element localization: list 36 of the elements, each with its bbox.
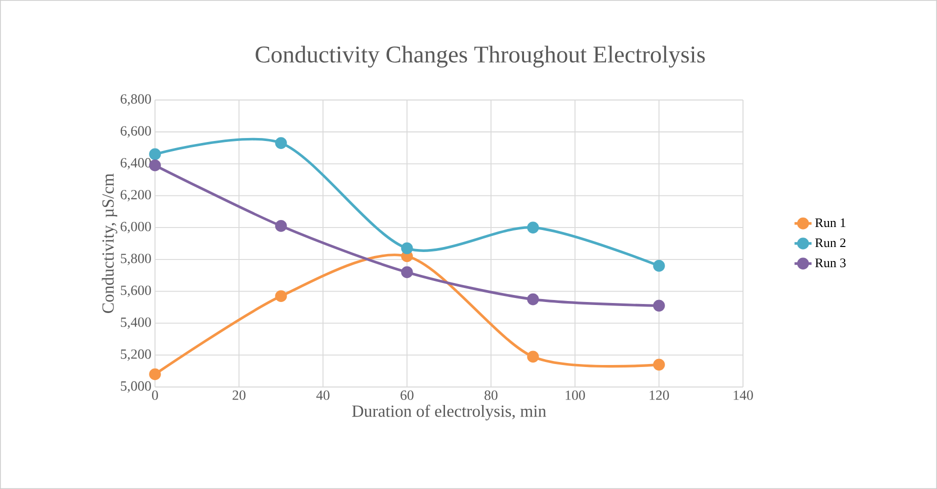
legend-label: Run 2 <box>815 238 846 248</box>
point <box>275 137 287 149</box>
x-tick-label: 0 <box>152 390 158 400</box>
x-tick-label: 80 <box>484 390 498 400</box>
point <box>275 290 287 302</box>
point <box>401 242 413 254</box>
y-tick-label: 6,000 <box>120 222 151 234</box>
y-tick-label: 6,200 <box>120 190 151 202</box>
point <box>149 148 161 160</box>
point <box>653 358 665 371</box>
y-tick-label: 5,200 <box>120 349 151 361</box>
chart-title: Conductivity Changes Throughout Electrolysis <box>256 46 705 68</box>
y-tick-label: 6,600 <box>120 126 151 138</box>
y-tick-label: 5,000 <box>120 381 151 393</box>
y-axis-title: Conductivity, µS/cm <box>102 174 118 314</box>
point <box>527 293 539 306</box>
x-tick-label: 20 <box>232 390 246 400</box>
y-tick-label: 5,600 <box>120 286 151 298</box>
x-tick-label: 100 <box>566 390 585 400</box>
point <box>401 266 413 278</box>
y-tick-label: 6,800 <box>120 94 151 106</box>
x-tick-label: 120 <box>650 390 669 400</box>
point <box>653 300 665 312</box>
point <box>527 222 539 234</box>
point <box>149 368 161 380</box>
legend-label: Run 3 <box>815 258 846 268</box>
y-tick-label: 5,800 <box>120 254 151 266</box>
x-tick-label: 140 <box>734 390 753 400</box>
point <box>527 350 539 363</box>
point <box>653 260 665 272</box>
x-tick-label: 60 <box>400 390 414 400</box>
point <box>275 220 287 232</box>
legend-label: Run 1 <box>815 218 846 228</box>
y-tick-label: 5,400 <box>120 318 151 329</box>
x-tick-label: 40 <box>316 390 330 400</box>
x-axis-title: Duration of electrolysis, min <box>352 404 546 420</box>
